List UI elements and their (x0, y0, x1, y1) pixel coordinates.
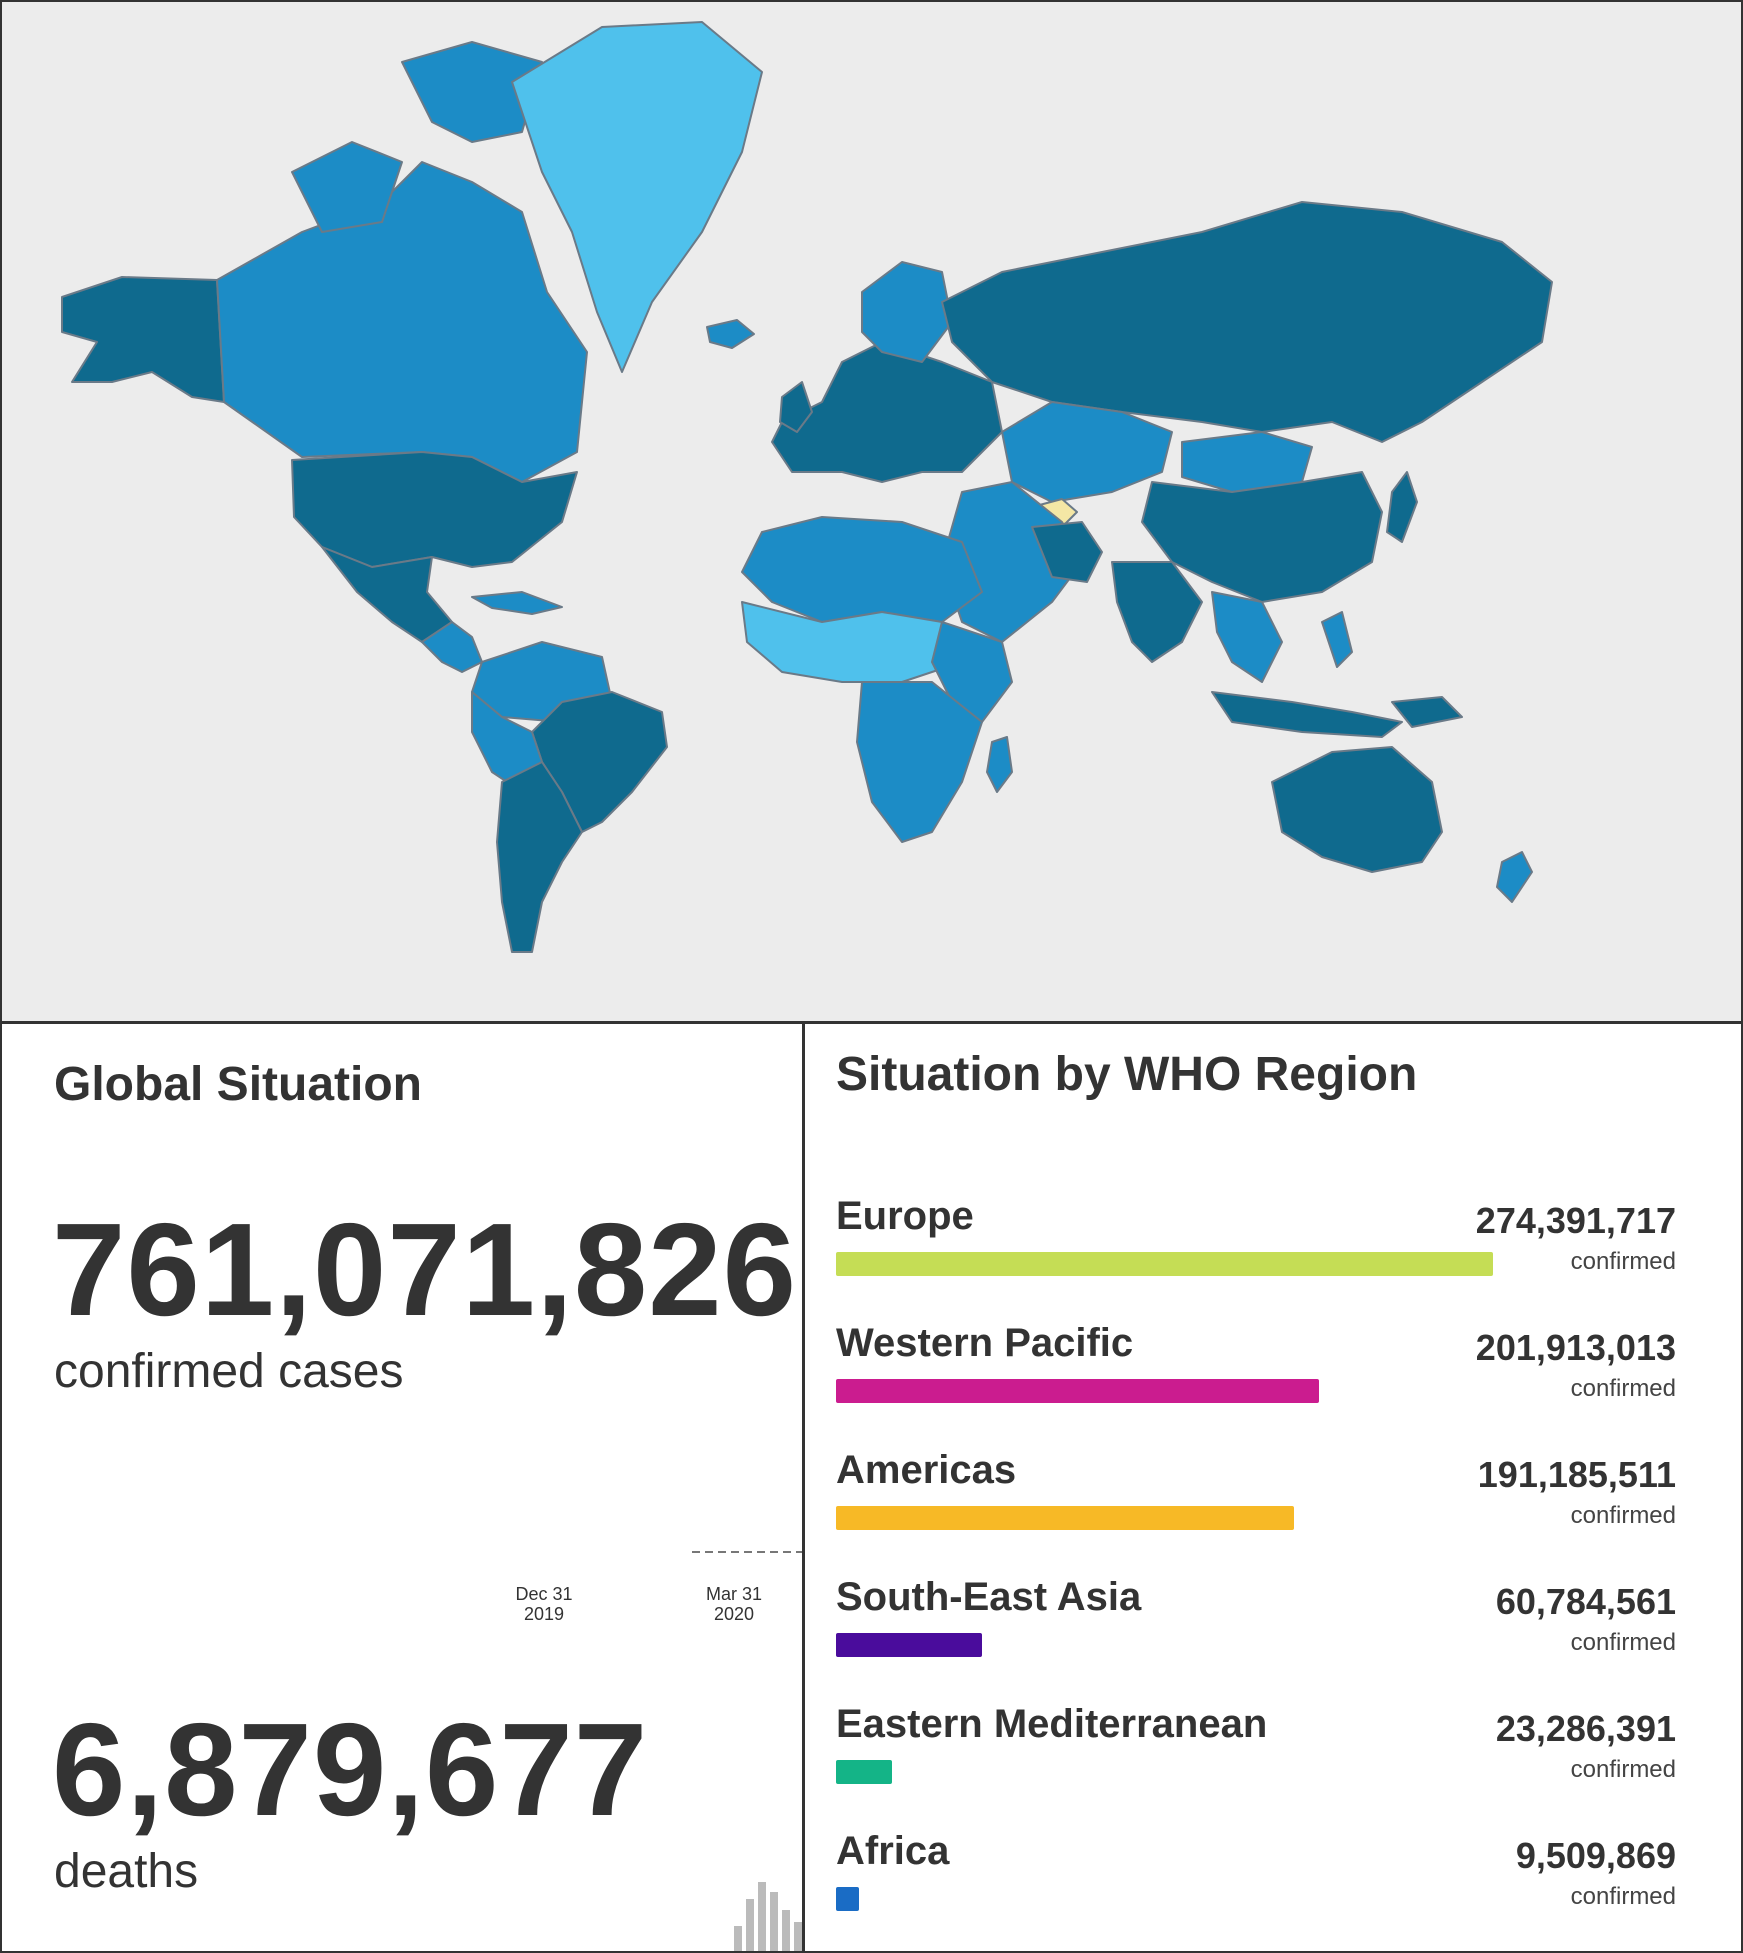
region-row[interactable]: Americas 191,185,511 confirmed (836, 1448, 1676, 1568)
map-region-indonesia[interactable] (1211, 691, 1403, 738)
region-name: Europe (836, 1194, 974, 1238)
confirmed-cases-value: 761,071,826 (52, 1196, 798, 1343)
region-bar[interactable] (836, 1379, 1319, 1403)
region-unit: confirmed (1570, 1248, 1676, 1275)
map-country-china[interactable] (1141, 471, 1383, 603)
deaths-mini-bar (794, 1922, 802, 1951)
region-value: 274,391,717 (1475, 1200, 1676, 1241)
map-region-europe[interactable] (771, 341, 1003, 483)
region-row[interactable]: Europe 274,391,717 confirmed (836, 1194, 1676, 1314)
who-region-panel: Situation by WHO Region Europe 274,391,71… (806, 1024, 1741, 1951)
map-region-central-asia[interactable] (1001, 401, 1173, 503)
region-bar[interactable] (836, 1252, 1493, 1276)
global-situation-panel: Global Situation 761,071,826 confirmed c… (2, 1024, 805, 1951)
map-region-southern-africa[interactable] (856, 681, 983, 843)
map-region-arctic-islands[interactable] (401, 41, 543, 143)
map-country-alaska[interactable] (61, 276, 225, 403)
region-name: Western Pacific (836, 1321, 1134, 1365)
who-region-title: Situation by WHO Region (836, 1048, 1418, 1101)
map-country-philippines[interactable] (1321, 611, 1353, 668)
region-value: 191,185,511 (1477, 1454, 1676, 1495)
region-name: South-East Asia (836, 1575, 1142, 1619)
region-unit: confirmed (1570, 1756, 1676, 1783)
map-region-new-guinea[interactable] (1391, 696, 1463, 728)
map-region-west-africa[interactable] (741, 601, 963, 683)
region-row[interactable]: Eastern Mediterranean 23,286,391 confirmed (836, 1702, 1676, 1822)
deaths-mini-chart[interactable] (722, 1874, 802, 1951)
map-region-scandinavia[interactable] (861, 261, 953, 363)
trend-chart[interactable]: Dec 31 2019 Mar 31 2020 (482, 1514, 802, 1634)
region-unit: confirmed (1570, 1883, 1676, 1910)
deaths-mini-bar (734, 1926, 742, 1951)
region-value: 23,286,391 (1495, 1708, 1676, 1749)
map-region-southeast-asia[interactable] (1211, 591, 1283, 683)
deaths-label: deaths (54, 1845, 199, 1898)
confirmed-cases-label: confirmed cases (54, 1345, 404, 1398)
region-row[interactable]: Western Pacific 201,913,013 confirmed (836, 1321, 1676, 1441)
map-country-iran[interactable] (1031, 521, 1103, 583)
world-map-svg (2, 2, 1741, 1021)
map-country-canada[interactable] (216, 161, 588, 483)
region-value: 60,784,561 (1495, 1581, 1676, 1622)
trend-tick-dec-2019: Dec 31 2019 (504, 1584, 584, 1624)
region-bar[interactable] (836, 1760, 892, 1784)
map-country-new-zealand[interactable] (1496, 851, 1533, 903)
deaths-mini-bar (782, 1910, 790, 1951)
deaths-mini-bar (746, 1899, 754, 1951)
trend-chart-baseline (692, 1551, 802, 1553)
map-country-uk[interactable] (779, 381, 813, 433)
map-region-caribbean[interactable] (471, 591, 563, 615)
global-situation-title: Global Situation (54, 1058, 422, 1111)
world-map[interactable] (2, 2, 1741, 1024)
trend-tick-dec-2019-line1: Dec 31 (515, 1584, 573, 1604)
region-unit: confirmed (1570, 1502, 1676, 1529)
map-country-australia[interactable] (1271, 746, 1443, 873)
region-row[interactable]: South-East Asia 60,784,561 confirmed (836, 1575, 1676, 1695)
region-unit: confirmed (1570, 1375, 1676, 1402)
trend-tick-mar-2020-line2: 2020 (713, 1604, 755, 1624)
region-name: Africa (836, 1829, 950, 1873)
map-country-madagascar[interactable] (986, 736, 1013, 793)
map-region-baffin[interactable] (291, 141, 403, 233)
deaths-mini-bar (758, 1882, 766, 1951)
region-unit: confirmed (1570, 1629, 1676, 1656)
map-country-greenland[interactable] (511, 21, 763, 373)
region-name: Americas (836, 1448, 1017, 1492)
map-country-iceland[interactable] (706, 319, 755, 349)
region-row[interactable]: Africa 9,509,869 confirmed (836, 1829, 1676, 1949)
region-value: 9,509,869 (1515, 1835, 1676, 1876)
trend-tick-mar-2020-line1: Mar 31 (705, 1584, 763, 1604)
map-country-japan[interactable] (1386, 471, 1418, 543)
map-country-argentina[interactable] (496, 761, 583, 953)
region-value: 201,913,013 (1475, 1327, 1676, 1368)
region-bar[interactable] (836, 1887, 859, 1911)
region-name: Eastern Mediterranean (836, 1702, 1268, 1746)
region-bar[interactable] (836, 1506, 1294, 1530)
deaths-value: 6,879,677 (52, 1696, 649, 1843)
trend-tick-dec-2019-line2: 2019 (523, 1604, 565, 1624)
trend-tick-mar-2020: Mar 31 2020 (694, 1584, 774, 1624)
deaths-mini-bar (770, 1892, 778, 1951)
region-bar[interactable] (836, 1633, 982, 1657)
map-country-india[interactable] (1111, 561, 1203, 663)
